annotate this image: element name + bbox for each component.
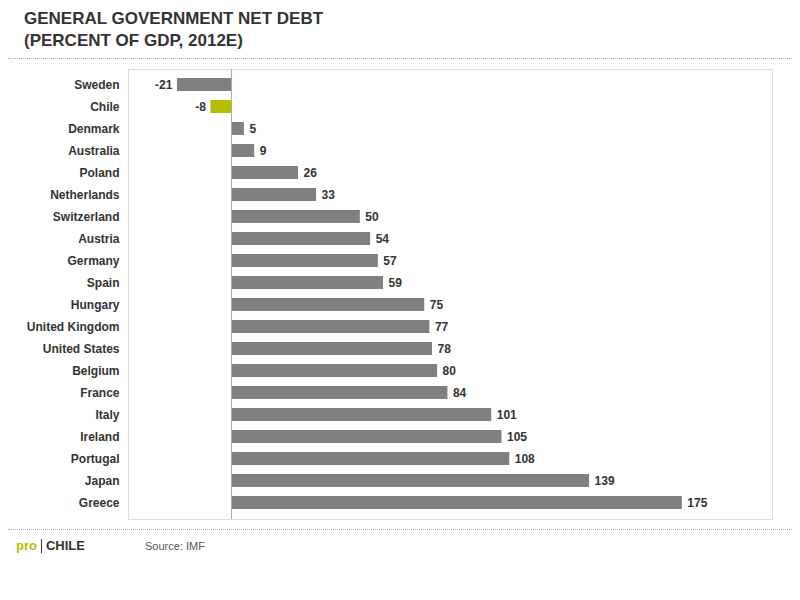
- svg-text:Australia: Australia: [68, 144, 120, 158]
- html-text:Source: IMF: Source: IMF: [145, 539, 205, 552]
- svg-text:101: 101: [497, 408, 517, 422]
- svg-text:Belgium: Belgium: [72, 364, 119, 378]
- svg-text:Denmark: Denmark: [68, 122, 120, 136]
- svg-text:Ireland: Ireland: [80, 430, 119, 444]
- svg-text:78: 78: [437, 342, 451, 356]
- svg-text:France: France: [80, 386, 120, 400]
- html-text:(PERCENT OF GDP, 2012E): (PERCENT OF GDP, 2012E): [24, 31, 243, 50]
- svg-text:Chile: Chile: [90, 100, 120, 114]
- svg-text:84: 84: [453, 386, 467, 400]
- svg-text:Portugal: Portugal: [71, 452, 120, 466]
- svg-text:33: 33: [322, 188, 336, 202]
- svg-text:108: 108: [515, 452, 535, 466]
- svg-text:Italy: Italy: [95, 408, 119, 422]
- svg-text:77: 77: [435, 320, 449, 334]
- svg-text:80: 80: [443, 364, 457, 378]
- html-text:GENERAL GOVERNMENT NET DEBT: GENERAL GOVERNMENT NET DEBT: [24, 9, 324, 28]
- svg-text:Austria: Austria: [78, 232, 120, 246]
- svg-text:Japan: Japan: [85, 474, 120, 488]
- svg-text:Netherlands: Netherlands: [50, 188, 120, 202]
- svg-text:139: 139: [595, 474, 615, 488]
- svg-text:United States: United States: [43, 342, 120, 356]
- svg-text:5: 5: [249, 122, 256, 136]
- svg-text:-8: -8: [195, 100, 206, 114]
- svg-text:26: 26: [304, 166, 318, 180]
- svg-text:Hungary: Hungary: [71, 298, 120, 312]
- svg-text:9: 9: [260, 144, 267, 158]
- svg-text:Poland: Poland: [79, 166, 119, 180]
- svg-text:57: 57: [383, 254, 397, 268]
- html-text:pro: pro: [16, 538, 37, 553]
- svg-text:Greece: Greece: [79, 496, 120, 510]
- svg-text:175: 175: [687, 496, 707, 510]
- svg-text:105: 105: [507, 430, 527, 444]
- svg-text:Germany: Germany: [67, 254, 119, 268]
- svg-text:United Kingdom: United Kingdom: [27, 320, 120, 334]
- svg-text:Spain: Spain: [87, 276, 120, 290]
- svg-text:54: 54: [376, 232, 390, 246]
- svg-text:59: 59: [389, 276, 403, 290]
- svg-text:Sweden: Sweden: [74, 78, 119, 92]
- svg-text:75: 75: [430, 298, 444, 312]
- html-text:CHILE: CHILE: [46, 538, 85, 553]
- svg-text:-21: -21: [155, 78, 173, 92]
- svg-text:Switzerland: Switzerland: [53, 210, 120, 224]
- svg-text:50: 50: [365, 210, 379, 224]
